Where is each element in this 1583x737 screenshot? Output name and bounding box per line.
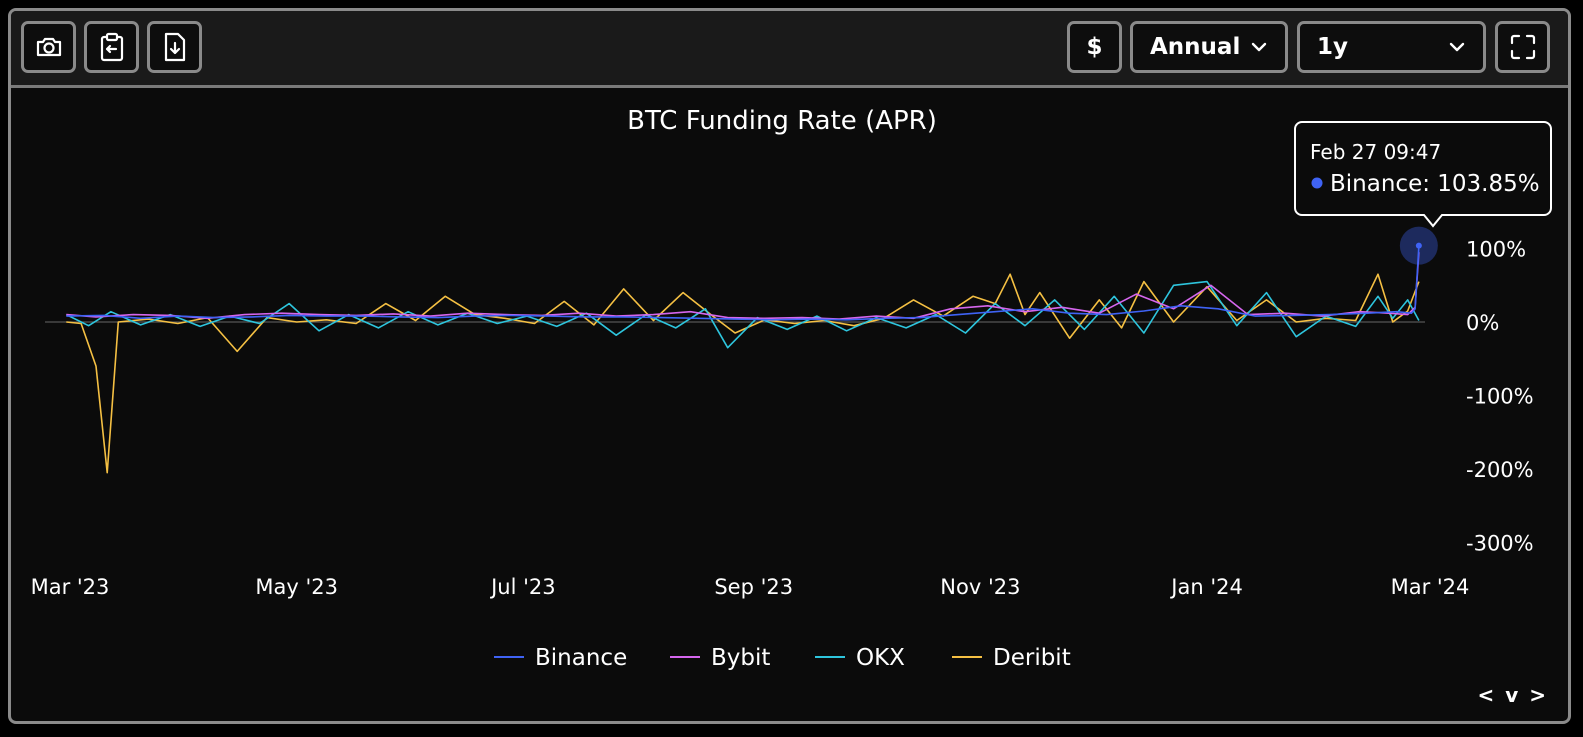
x-tick-label: Sep '23 xyxy=(714,575,793,599)
chevron-down-icon xyxy=(1449,42,1465,52)
range-value: 1y xyxy=(1317,34,1348,60)
period-value: Annual xyxy=(1150,34,1241,60)
currency-toggle-button[interactable]: $ xyxy=(1067,21,1122,73)
camera-icon xyxy=(36,37,61,57)
tooltip-value: Binance: 103.85% xyxy=(1330,171,1540,197)
chart-pager: < v > xyxy=(1477,683,1548,707)
chevron-down-icon xyxy=(1251,42,1267,52)
tooltip-series-dot xyxy=(1311,177,1323,189)
x-tick-label: Jan '24 xyxy=(1169,575,1243,599)
x-tick-label: Mar '23 xyxy=(31,575,110,599)
copy-to-clipboard-button[interactable] xyxy=(84,21,139,73)
hover-marker-point xyxy=(1415,242,1422,249)
legend-label-bybit[interactable]: Bybit xyxy=(711,645,770,671)
y-tick-label: -100% xyxy=(1466,385,1534,409)
file-download-icon xyxy=(164,32,185,62)
fullscreen-button[interactable] xyxy=(1495,21,1550,73)
chart-toolbar: $ Annual 1y xyxy=(11,11,1568,88)
x-tick-label: Nov '23 xyxy=(940,575,1020,599)
period-select[interactable]: Annual xyxy=(1130,21,1288,73)
series-line-bybit xyxy=(66,252,1420,320)
currency-label: $ xyxy=(1086,34,1103,60)
chart-title: BTC Funding Rate (APR) xyxy=(627,106,937,136)
y-tick-label: -200% xyxy=(1466,458,1534,482)
screenshot-button[interactable] xyxy=(21,21,76,73)
fullscreen-icon xyxy=(1510,34,1535,60)
tooltip-date: Feb 27 09:47 xyxy=(1310,140,1441,164)
series-line-okx xyxy=(65,280,1420,349)
clipboard-icon xyxy=(100,32,123,62)
legend-label-okx[interactable]: OKX xyxy=(856,645,905,671)
prev-chart-button[interactable]: < xyxy=(1477,683,1497,707)
y-tick-label: 100% xyxy=(1466,238,1526,262)
next-chart-button[interactable]: > xyxy=(1529,683,1548,707)
x-tick-label: May '23 xyxy=(255,575,338,599)
toggle-chart-button[interactable]: v xyxy=(1505,683,1521,707)
legend-label-binance[interactable]: Binance xyxy=(535,645,627,671)
legend-label-deribit[interactable]: Deribit xyxy=(993,645,1071,671)
y-tick-label: -300% xyxy=(1466,532,1534,556)
download-csv-button[interactable] xyxy=(147,21,202,73)
series-line-binance xyxy=(66,245,1420,321)
y-tick-label: 0% xyxy=(1466,311,1499,335)
x-tick-label: Mar '24 xyxy=(1391,575,1470,599)
tooltip-box xyxy=(1294,121,1552,228)
series-line-deribit xyxy=(66,273,1420,474)
x-tick-label: Jul '23 xyxy=(489,575,556,599)
range-select[interactable]: 1y xyxy=(1297,21,1486,73)
